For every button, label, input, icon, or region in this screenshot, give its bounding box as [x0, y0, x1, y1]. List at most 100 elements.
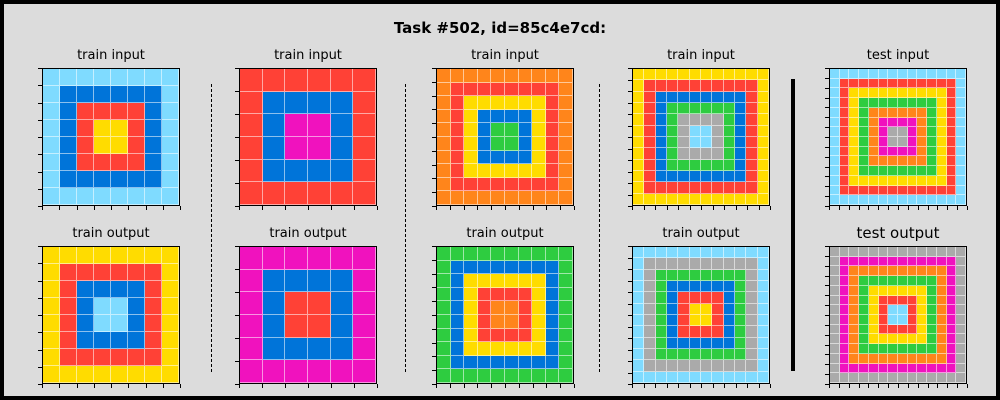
grid-cell	[644, 337, 656, 349]
grid-cell	[700, 125, 713, 137]
grid-cell	[868, 353, 879, 364]
grid-cell	[491, 247, 505, 261]
axis-tick	[848, 206, 850, 210]
grid-cell	[868, 266, 879, 277]
grid-cell	[868, 305, 879, 315]
grid-cell	[94, 332, 111, 349]
grid-cell	[849, 146, 860, 157]
axis-tick	[377, 206, 378, 210]
grid-cell	[505, 315, 519, 329]
grid-cell	[518, 82, 533, 97]
grid-cell	[917, 247, 928, 257]
grid-cell	[849, 247, 860, 257]
axis-tick	[42, 206, 43, 210]
grid-cell	[830, 285, 840, 296]
grid-cell	[285, 292, 308, 315]
grid-cell	[917, 353, 928, 364]
axis-tick	[838, 384, 840, 388]
grid-cell	[94, 120, 111, 137]
axis-tick	[128, 206, 130, 210]
grid-cell	[849, 266, 860, 277]
grid-cell	[505, 342, 519, 356]
grid-cell	[907, 107, 918, 118]
grid-cell	[60, 281, 77, 298]
grid-cell	[946, 127, 957, 137]
grid-cell	[491, 342, 505, 356]
grid-cell	[559, 260, 573, 275]
grid-cell	[94, 264, 111, 281]
grid-cell	[330, 314, 354, 338]
grid-cell	[868, 166, 879, 176]
grid-cell	[77, 366, 94, 383]
grid-cell	[545, 191, 560, 205]
grid-cell	[545, 315, 560, 329]
grid-cell	[518, 247, 533, 261]
grid-cell	[700, 80, 713, 92]
grid-cell	[746, 326, 758, 338]
grid-cell	[757, 80, 769, 92]
grid-cell	[128, 137, 145, 154]
axis-tick	[628, 303, 632, 305]
grid-cell	[898, 146, 908, 157]
axis-tick	[432, 81, 436, 83]
grid-cell	[111, 247, 128, 264]
grid-cell	[956, 315, 966, 325]
axis-tick	[825, 156, 829, 158]
grid-cell	[723, 303, 735, 315]
axis-tick	[432, 315, 436, 316]
grid-cell	[77, 281, 94, 298]
grid-cell	[655, 360, 667, 372]
grid-cell	[689, 80, 701, 92]
grid-cell	[633, 247, 645, 259]
grid-cell	[830, 276, 840, 286]
grid-cell	[128, 332, 145, 349]
grid-cell	[689, 136, 701, 149]
grid-cell	[644, 69, 656, 81]
grid-cell	[700, 269, 713, 281]
grid-cell	[859, 247, 869, 257]
grid-cell	[746, 114, 758, 126]
grid-cell	[888, 315, 898, 325]
grid-cell	[907, 127, 918, 137]
grid-cell	[878, 185, 889, 196]
axis-tick	[628, 315, 632, 316]
grid-cell	[666, 258, 679, 270]
grid-cell	[898, 363, 908, 374]
grid-cell	[666, 303, 679, 315]
grid-cell	[712, 326, 724, 338]
grid-cell	[666, 148, 679, 160]
grid-cell	[917, 305, 928, 315]
grid-cell	[868, 315, 879, 325]
grid-cell	[830, 324, 840, 335]
grid-cell	[927, 107, 937, 118]
grid-cell	[437, 355, 451, 370]
grid-cell	[878, 117, 889, 128]
axis-tick	[560, 206, 562, 210]
grid-cell	[917, 373, 928, 383]
grid-cell	[888, 107, 898, 118]
grid-cell	[888, 69, 898, 79]
axis-tick	[262, 206, 263, 210]
grid-cell	[956, 69, 966, 79]
grid-cell	[946, 195, 957, 205]
grid-train-input-1	[42, 68, 180, 206]
axis-tick	[628, 326, 632, 328]
grid-cell	[450, 109, 465, 124]
grid-cell	[734, 280, 747, 293]
grid-cell	[353, 69, 376, 92]
grid-cell	[43, 171, 60, 188]
grid-cell	[644, 314, 656, 327]
axis-tick	[505, 206, 506, 210]
axis-tick	[354, 384, 355, 388]
panel-label-train-output-1: train output	[72, 226, 150, 241]
grid-cell	[464, 355, 478, 370]
grid-cell	[757, 125, 769, 137]
grid-cell	[330, 247, 354, 270]
grid-cell	[450, 96, 465, 110]
grid-cell	[545, 82, 560, 97]
grid-cell	[888, 295, 898, 306]
grid-cell	[946, 117, 957, 128]
grid-cell	[839, 315, 850, 325]
grid-cell	[849, 185, 860, 196]
axis-tick	[628, 292, 632, 293]
